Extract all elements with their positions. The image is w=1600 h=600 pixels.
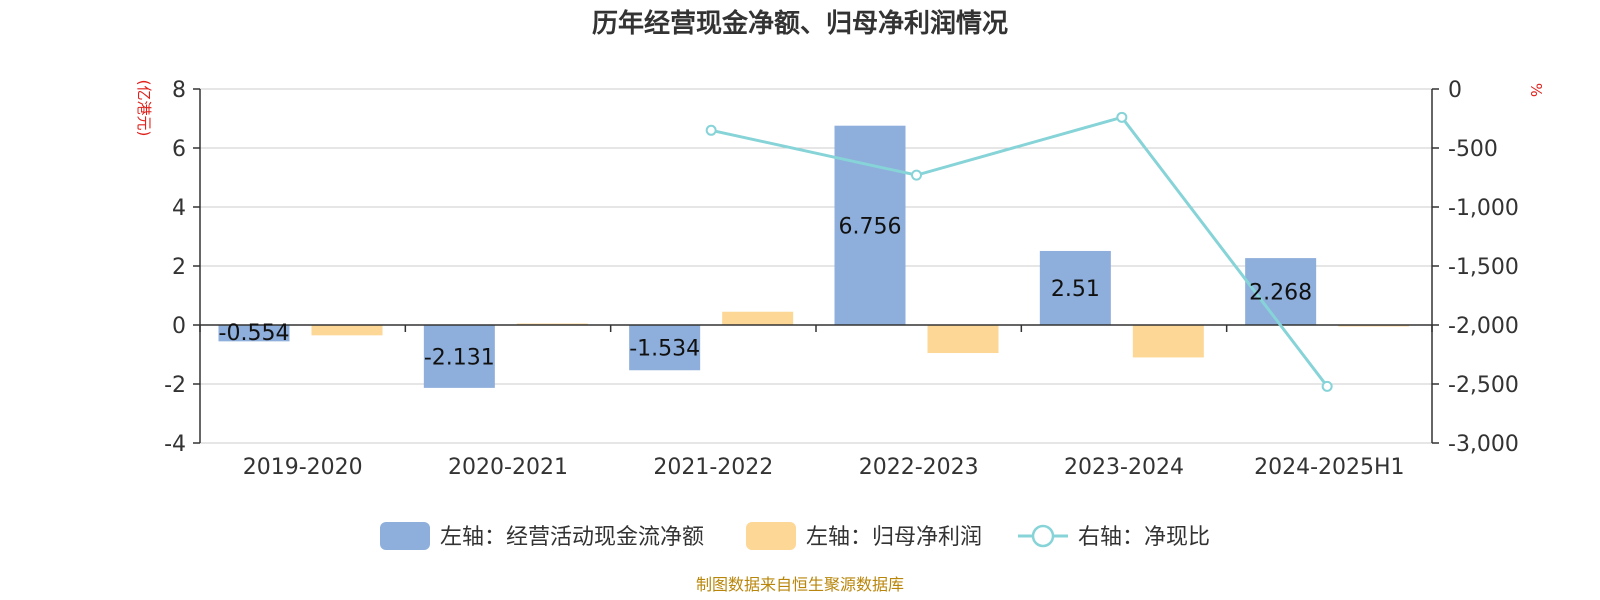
bar-value-label: -2.131: [424, 345, 495, 370]
legend-label: 左轴：归母净利润: [806, 525, 982, 550]
data-labels: -0.554 -2.131 -1.534 6.756 2.51 2.268: [219, 214, 1313, 370]
bar: [423, 325, 495, 388]
bars: [218, 125, 1410, 388]
bar: [311, 325, 383, 336]
bar-value-label: -1.534: [629, 337, 700, 362]
bar: [218, 325, 290, 342]
legend-label: 右轴：净现比: [1078, 525, 1210, 550]
right-tick-label: -1,000: [1448, 196, 1519, 221]
ratio-point: [1116, 111, 1128, 123]
left-tick-label: 8: [172, 78, 186, 103]
ratio-point: [1321, 380, 1333, 392]
right-tick-label: -2,000: [1448, 314, 1519, 339]
legend-swatch-marker: [1031, 524, 1055, 548]
left-tick-label: -4: [164, 432, 186, 457]
left-tick-label: 4: [172, 196, 186, 221]
bar: [1132, 325, 1204, 358]
ratio-point: [705, 124, 717, 136]
x-tick-label: 2024-2025H1: [1254, 455, 1404, 480]
left-tick-label: 0: [172, 314, 186, 339]
x-tick-label: 2019-2020: [243, 455, 363, 480]
right-tick-label: -2,500: [1448, 373, 1519, 398]
bar: [1039, 250, 1111, 325]
bar: [722, 311, 794, 325]
grid-lines: [200, 88, 1432, 444]
x-tick-label: 2023-2024: [1064, 455, 1184, 480]
chart-title: 历年经营现金净额、归母净利润情况: [592, 8, 1008, 39]
bar-value-label: 2.51: [1051, 277, 1100, 302]
bar-value-label: 6.756: [839, 214, 902, 239]
legend-swatch: [380, 522, 430, 550]
axes: 8 6 4 2 0 -2 -4 0 -500 -1,000 -1,500 -2,000 -2,500 -3…: [164, 78, 1519, 480]
legend: 左轴：经营活动现金流净额 左轴：归母净利润 右轴：净现比: [380, 522, 1210, 550]
ratio-line-path: [710, 115, 1329, 388]
right-tick-label: -3,000: [1448, 432, 1519, 457]
legend-swatch: [746, 522, 796, 550]
right-tick-label: -500: [1448, 137, 1498, 162]
ratio-point: [911, 169, 922, 181]
bar: [927, 325, 999, 354]
left-tick-label: 6: [172, 137, 186, 162]
source-note: 制图数据来自恒生聚源数据库: [696, 575, 904, 594]
x-tick-label: 2022-2023: [859, 455, 979, 480]
left-tick-label: 2: [172, 255, 186, 280]
bar-value-label: -0.554: [219, 321, 290, 346]
bar: [1245, 258, 1317, 325]
x-tick-label: 2021-2022: [653, 455, 773, 480]
right-axis-unit: %: [1527, 83, 1545, 97]
bar-value-label: 2.268: [1249, 281, 1312, 306]
ratio-line: [705, 111, 1333, 392]
bar: [629, 325, 701, 371]
legend-label: 左轴：经营活动现金流净额: [440, 525, 704, 550]
right-tick-label: 0: [1448, 78, 1462, 103]
x-tick-label: 2020-2021: [448, 455, 568, 480]
left-axis-unit: (亿港元): [135, 80, 153, 137]
left-tick-label: -2: [164, 373, 186, 398]
right-tick-label: -1,500: [1448, 255, 1519, 280]
